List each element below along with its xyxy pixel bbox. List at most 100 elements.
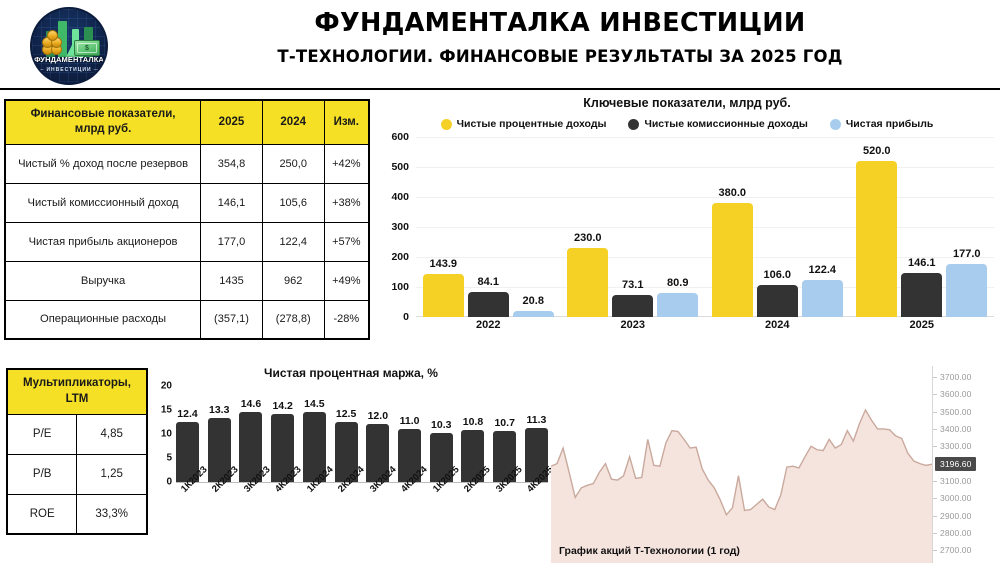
- kpi-bar[interactable]: 146.1: [901, 257, 943, 317]
- kpi-gridline: [416, 197, 994, 198]
- row-value-2025: (357,1): [200, 299, 263, 340]
- nim-bar[interactable]: 13.3: [207, 404, 231, 482]
- kpi-bar-group: 380.0 106.0 122.4: [711, 137, 843, 317]
- nim-y-tick-label: 0: [166, 476, 172, 488]
- kpi-bar-groups: 143.9 84.1 20.8 230.0 73.1 80.9 380.0 106.0 122.…: [416, 137, 994, 317]
- kpi-bar[interactable]: 230.0: [567, 232, 609, 317]
- nim-bar[interactable]: 11.0: [398, 415, 422, 482]
- stock-price-tick-label: 3700.00: [932, 371, 972, 382]
- row-label: Чистый % доход после резервов: [4, 143, 202, 184]
- nim-bar[interactable]: 10.8: [461, 416, 485, 482]
- kpi-y-tick-label: 500: [391, 161, 409, 173]
- kpi-bar-value-label: 380.0: [718, 187, 747, 199]
- nim-bar[interactable]: 12.5: [334, 408, 358, 482]
- nim-bar[interactable]: 12.0: [366, 410, 390, 482]
- row-value-2024: 250,0: [261, 143, 325, 184]
- stock-area-series: [551, 408, 933, 563]
- nim-bar[interactable]: 14.2: [271, 400, 295, 482]
- row-value-2025: 177,0: [200, 221, 263, 262]
- kpi-gridline: [416, 257, 994, 258]
- kpi-bar[interactable]: 520.0: [856, 145, 898, 317]
- nim-bar-value-label: 10.3: [431, 418, 452, 431]
- kpi-bar-group: 230.0 73.1 80.9: [567, 137, 699, 317]
- table-header-row: Мультипликаторы, LTM: [6, 368, 148, 415]
- nim-baseline: [176, 482, 548, 483]
- kpi-bar[interactable]: 177.0: [946, 248, 988, 317]
- kpi-y-tick-label: 200: [391, 251, 409, 263]
- nim-y-axis: 20 15 10 5 0: [152, 381, 174, 488]
- table-row: Чистая прибыль акционеров 177,0 122,4 +5…: [4, 221, 370, 262]
- table-header-row: Финансовые показатели, млрд руб. 2025 20…: [4, 99, 370, 145]
- nim-bar[interactable]: 10.7: [493, 417, 517, 482]
- kpi-bar[interactable]: 80.9: [657, 277, 699, 317]
- kpi-bar-value-label: 146.1: [907, 257, 936, 270]
- multiplier-value: 1,25: [76, 453, 148, 495]
- stock-price-tick-label: 3300.00: [932, 441, 972, 452]
- page-title: ФУНДАМЕНТАЛКА ИНВЕСТИЦИИ: [314, 8, 806, 38]
- stock-price-tick-label: 2700.00: [932, 545, 972, 556]
- row-value-2024: 105,6: [261, 182, 325, 223]
- row-label: Чистый комиссионный доход: [4, 182, 202, 223]
- nim-bar[interactable]: 10.3: [429, 419, 453, 482]
- kpi-bar[interactable]: 73.1: [612, 279, 654, 317]
- nim-bar[interactable]: 14.6: [239, 398, 263, 482]
- kpi-bar[interactable]: 122.4: [801, 264, 843, 317]
- kpi-bar-value-label: 106.0: [763, 269, 792, 282]
- nim-bar-value-label: 12.4: [177, 408, 198, 421]
- table-row: P/E 4,85: [6, 413, 148, 455]
- financial-table-body: Чистый % доход после резервов 354,8 250,…: [4, 143, 370, 340]
- row-label: Операционные расходы: [4, 299, 202, 340]
- kpi-bar-value-label: 177.0: [952, 247, 981, 260]
- kpi-bar-chart: Ключевые показатели, млрд руб. Чистые пр…: [378, 94, 996, 362]
- stock-price-tick-label: 3500.00: [932, 406, 972, 417]
- col-header-indicator: Финансовые показатели, млрд руб.: [4, 99, 202, 145]
- multiplier-label: P/E: [6, 413, 78, 455]
- multipliers-header-line2: LTM: [65, 392, 89, 405]
- multiplier-label: ROE: [6, 493, 78, 535]
- kpi-baseline: [416, 315, 994, 317]
- kpi-bar[interactable]: 84.1: [467, 276, 509, 317]
- nim-bar-value-label: 12.0: [367, 410, 389, 423]
- nim-bar[interactable]: 14.5: [302, 398, 326, 482]
- logo-coin-5-icon: [47, 30, 58, 41]
- nim-bar[interactable]: 12.4: [176, 408, 199, 482]
- header-titles: ФУНДАМЕНТАЛКА ИНВЕСТИЦИИ Т-ТЕХНОЛОГИИ. Ф…: [130, 0, 990, 66]
- nim-chart-title: Чистая процентная маржа, %: [264, 366, 438, 380]
- kpi-bar[interactable]: 380.0: [711, 187, 753, 317]
- row-value-change: +42%: [323, 143, 370, 184]
- legend-item-2: Чистая прибыль: [829, 118, 933, 130]
- page-header: $ ФУНДАМЕНТАЛКА ИНВЕСТИЦИИ ФУНДАМЕНТАЛКА…: [0, 0, 1000, 88]
- kpi-bar-group: 143.9 84.1 20.8: [422, 137, 554, 317]
- row-value-change: +49%: [323, 260, 370, 301]
- nim-bar-value-label: 14.6: [240, 397, 262, 410]
- kpi-bar[interactable]: 106.0: [756, 269, 798, 317]
- legend-label: Чистые процентные доходы: [456, 118, 607, 130]
- page-subtitle: Т-ТЕХНОЛОГИИ. ФИНАНСОВЫЕ РЕЗУЛЬТАТЫ ЗА 2…: [277, 47, 843, 66]
- stock-price-line: [551, 408, 933, 517]
- col-header-indicator-line2: млрд руб.: [74, 123, 132, 136]
- logo-badge-icon: $ ФУНДАМЕНТАЛКА ИНВЕСТИЦИИ: [30, 7, 108, 85]
- kpi-chart-legend: Чистые процентные доходы Чистые комиссио…: [378, 118, 996, 130]
- table-row: Выручка 1435 962 +49%: [4, 260, 370, 301]
- multipliers-header-line1: Мультипликаторы,: [23, 377, 131, 390]
- row-value-2024: 962: [261, 260, 325, 301]
- nim-bars: 12.4 13.3 14.6 14.2 14.5 12.5 12.0 11.0 10.3 10.8…: [176, 386, 548, 482]
- kpi-gridline: [416, 227, 994, 228]
- nim-bar[interactable]: 11.3: [524, 414, 548, 482]
- kpi-bar[interactable]: 143.9: [422, 258, 464, 317]
- kpi-y-tick-label: 100: [391, 281, 409, 293]
- kpi-x-tick-label: 2024: [765, 319, 790, 331]
- kpi-y-tick-label: 400: [391, 191, 409, 203]
- row-value-2025: 354,8: [200, 143, 263, 184]
- financial-indicators-table: Финансовые показатели, млрд руб. 2025 20…: [4, 99, 370, 340]
- kpi-chart-title: Ключевые показатели, млрд руб.: [583, 96, 791, 110]
- kpi-y-tick-label: 0: [403, 311, 409, 323]
- row-value-2024: 122,4: [261, 221, 325, 262]
- kpi-bar-value-label: 230.0: [573, 232, 602, 244]
- row-value-2024: (278,8): [261, 299, 325, 340]
- stock-price-chart[interactable]: Т БАНК График акций Т-Технологии (1 год)…: [551, 366, 1000, 563]
- table-row: Чистый % доход после резервов 354,8 250,…: [4, 143, 370, 184]
- brand-logo: $ ФУНДАМЕНТАЛКА ИНВЕСТИЦИИ: [18, 5, 124, 85]
- kpi-bar-value-label: 80.9: [667, 276, 689, 289]
- kpi-bar[interactable]: 20.8: [512, 295, 554, 317]
